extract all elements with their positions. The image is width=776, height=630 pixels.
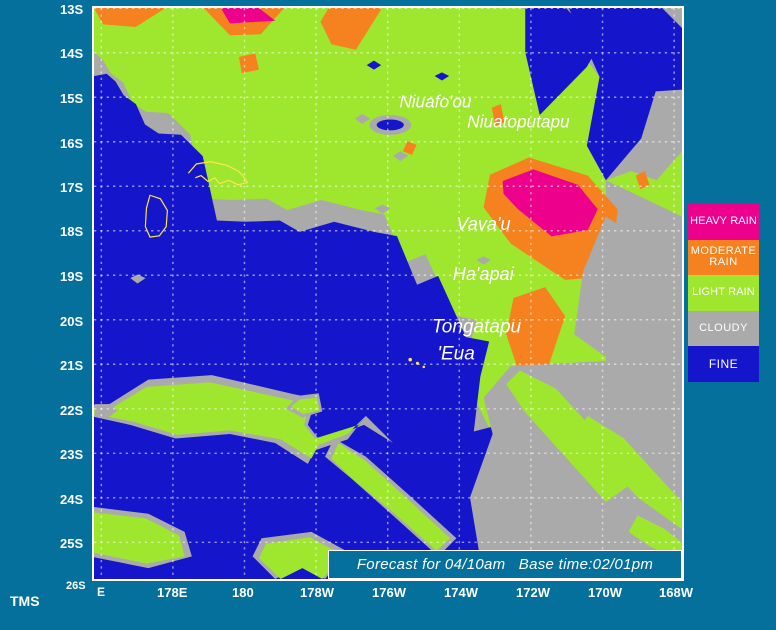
svg-text:Niuafo'ou: Niuafo'ou — [399, 92, 472, 112]
svg-text:Vava'u: Vava'u — [456, 214, 510, 234]
svg-text:Ha'apai: Ha'apai — [453, 264, 515, 284]
svg-text:Tongatapu: Tongatapu — [432, 316, 522, 337]
svg-text:Niuatoputapu: Niuatoputapu — [467, 112, 570, 132]
svg-text:'Eua: 'Eua — [437, 344, 474, 365]
